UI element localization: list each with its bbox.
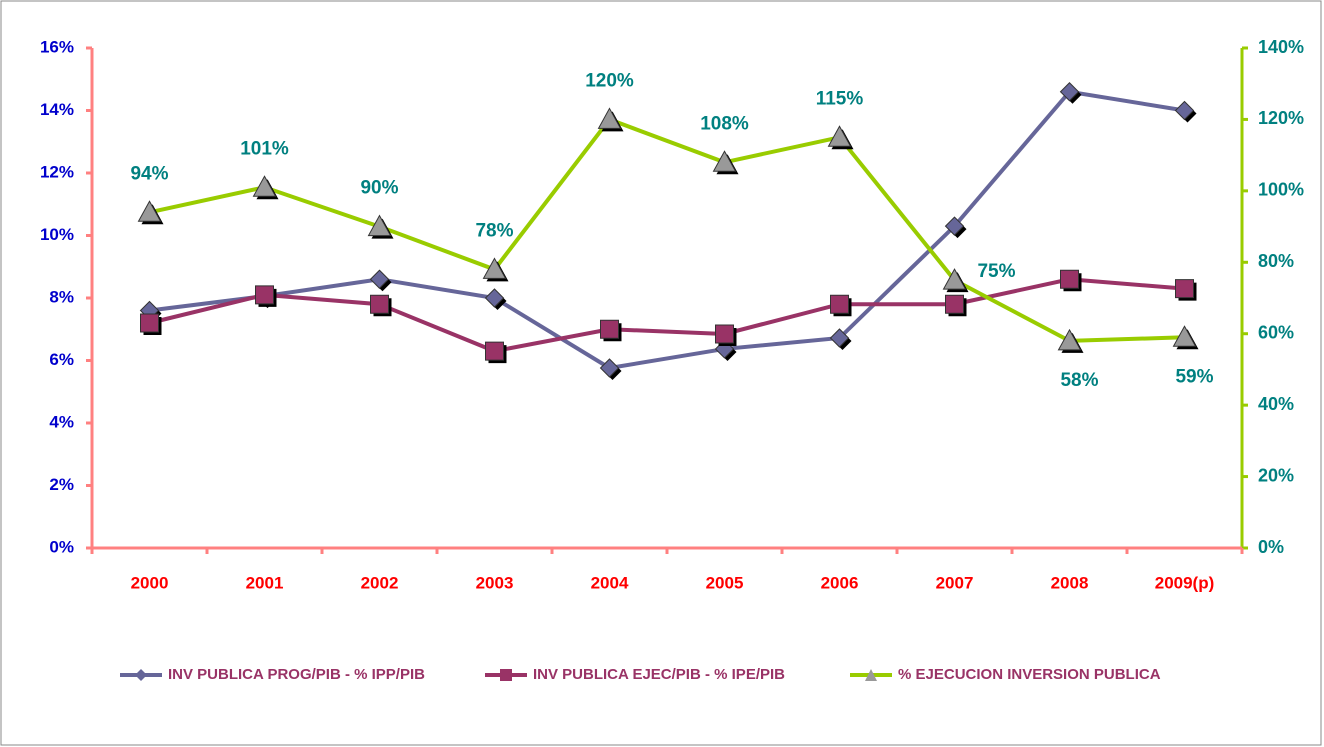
data-label: 120%	[585, 70, 634, 91]
x-tick-label: 2008	[1051, 573, 1089, 592]
line	[149, 277, 1185, 354]
marker-triangle	[827, 125, 852, 147]
x-tick-label: 2005	[706, 573, 744, 592]
data-label: 58%	[1060, 370, 1098, 391]
y2-tick-label: 60%	[1258, 322, 1294, 342]
data-label: 94%	[130, 163, 168, 184]
y-tick-label: 6%	[49, 350, 74, 369]
marker-diamond	[1174, 100, 1195, 121]
y2-tick-label: 20%	[1258, 465, 1294, 485]
data-label: 101%	[240, 138, 289, 159]
marker-diamond	[829, 328, 850, 348]
y2-tick-label: 120%	[1258, 108, 1304, 128]
y-tick-label: 4%	[49, 412, 74, 431]
line	[149, 117, 1185, 343]
y2-tick-label: 140%	[1258, 37, 1304, 57]
data-label: 108%	[700, 113, 749, 134]
legend-marker	[135, 669, 147, 681]
legend-label: % EJECUCION INVERSION PUBLICA	[898, 666, 1161, 683]
marker-square	[370, 294, 389, 314]
data-label: 59%	[1175, 366, 1213, 387]
y-tick-label: 2%	[49, 475, 74, 494]
x-tick-label: 2009(p)	[1155, 573, 1215, 592]
marker-triangle	[942, 268, 967, 290]
marker-triangle	[482, 257, 507, 279]
marker-triangle	[1172, 325, 1197, 347]
marker-diamond	[484, 288, 505, 308]
legend-label: INV PUBLICA EJEC/PIB - % IPE/PIB	[533, 666, 785, 683]
marker-square	[830, 294, 849, 314]
x-tick-label: 2007	[936, 573, 974, 592]
x-tick-label: 2006	[821, 573, 859, 592]
marker-square	[1175, 279, 1194, 299]
marker-triangle	[1057, 328, 1082, 351]
legend-label: INV PUBLICA PROG/PIB - % IPP/PIB	[168, 666, 425, 683]
marker-diamond	[944, 216, 965, 236]
y2-tick-label: 80%	[1258, 251, 1294, 271]
y2-tick-label: 0%	[1258, 537, 1284, 557]
y-tick-label: 10%	[40, 225, 74, 244]
y-tick-label: 0%	[49, 537, 74, 556]
y-tick-label: 14%	[40, 100, 74, 119]
marker-triangle	[597, 107, 622, 129]
y2-tick-label: 100%	[1258, 180, 1304, 200]
marker-square	[485, 341, 504, 361]
data-label: 78%	[475, 220, 513, 241]
y2-tick-label: 40%	[1258, 394, 1294, 414]
y-tick-label: 8%	[49, 287, 74, 306]
x-tick-label: 2004	[591, 573, 629, 592]
x-tick-label: 2002	[361, 573, 399, 592]
marker-triangle	[137, 200, 162, 222]
x-tick-label: 2000	[131, 573, 169, 592]
y-tick-label: 12%	[40, 162, 74, 181]
marker-triangle	[367, 214, 392, 237]
data-label: 75%	[977, 261, 1015, 282]
marker-diamond	[369, 269, 390, 289]
x-tick-label: 2003	[476, 573, 514, 592]
marker-square	[1060, 269, 1079, 289]
y-tick-label: 16%	[40, 37, 74, 56]
legend-marker	[865, 669, 877, 681]
marker-triangle	[252, 175, 277, 197]
marker-diamond	[599, 358, 620, 378]
data-label: 115%	[816, 88, 864, 109]
marker-triangle	[712, 150, 737, 172]
marker-square	[600, 319, 619, 339]
marker-square	[140, 313, 159, 333]
x-tick-label: 2001	[246, 573, 284, 592]
marker-diamond	[1059, 82, 1080, 102]
marker-square	[715, 324, 734, 344]
marker-square	[945, 294, 964, 314]
marker-square	[255, 285, 274, 305]
data-label: 90%	[360, 178, 398, 199]
legend-marker	[500, 669, 512, 681]
line	[149, 89, 1185, 371]
